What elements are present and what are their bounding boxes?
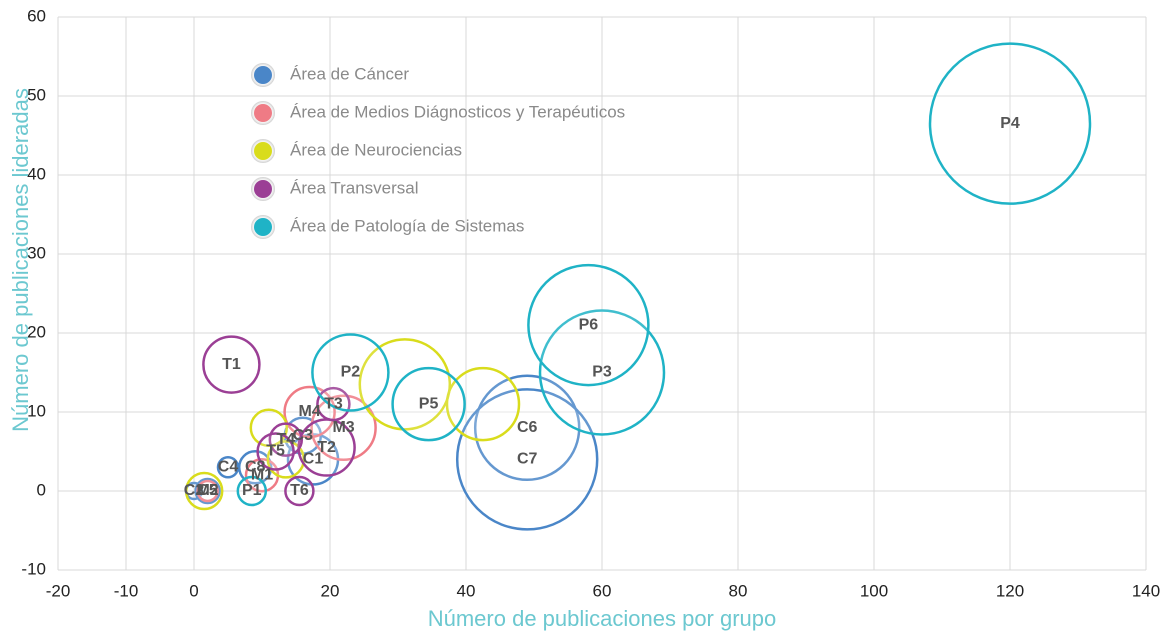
legend-label: Área Transversal <box>290 178 419 197</box>
bubble <box>284 475 315 507</box>
x-tick-label: -10 <box>114 581 139 600</box>
point-label: M3 <box>332 419 354 436</box>
point-label: T3 <box>324 395 343 412</box>
point-label: T2 <box>317 439 336 456</box>
bubble <box>311 333 390 412</box>
point-label: T6 <box>290 482 309 499</box>
point-label: P5 <box>419 395 439 412</box>
y-tick-label: 10 <box>27 401 46 420</box>
y-tick-label: 40 <box>27 164 46 183</box>
bubble <box>391 366 466 442</box>
point-label: C8 <box>245 459 266 476</box>
point-label: C7 <box>517 451 538 468</box>
bubble <box>445 366 521 442</box>
point-label: T4 <box>276 431 295 448</box>
point-label: P2 <box>341 364 361 381</box>
legend-label: Área de Cáncer <box>290 64 409 83</box>
point-label: C1 <box>303 451 324 468</box>
y-tick-label: 50 <box>27 85 46 104</box>
point-label: P1 <box>242 482 262 499</box>
point-label: M2 <box>196 482 218 499</box>
bubble <box>310 394 377 462</box>
point-label: C3 <box>293 427 314 444</box>
y-tick-label: 30 <box>27 243 46 262</box>
x-axis-title: Número de publicaciones por grupo <box>428 606 777 631</box>
x-tick-label: 20 <box>321 581 340 600</box>
bubble <box>527 263 650 387</box>
bubble <box>256 432 295 471</box>
bubble <box>358 338 452 431</box>
point-label: M1 <box>251 466 273 483</box>
point-label: T5 <box>266 443 285 460</box>
point-label: M4 <box>298 403 320 420</box>
point-label: C6 <box>517 419 538 436</box>
x-tick-label: 140 <box>1132 581 1160 600</box>
x-tick-label: -20 <box>46 581 71 600</box>
point-label: C5 <box>197 482 218 499</box>
x-tick-label: 80 <box>729 581 748 600</box>
bubble <box>196 479 219 503</box>
point-label: P6 <box>579 316 599 333</box>
legend-marker <box>254 180 272 198</box>
bubble <box>316 386 351 422</box>
point-label: P3 <box>592 364 612 381</box>
point-label: P4 <box>1000 115 1020 132</box>
legend-label: Área de Neurociencias <box>290 140 462 159</box>
y-tick-label: 0 <box>37 480 46 499</box>
point-label: C2 <box>184 482 205 499</box>
legend-marker <box>254 104 272 122</box>
bubble <box>236 475 268 507</box>
legend-label: Área de Medios Diágnosticos y Terapéutic… <box>290 102 625 121</box>
y-axis-title: Número de publicaciones lideradas <box>8 88 33 432</box>
point-label: T1 <box>222 356 241 373</box>
y-tick-label: -10 <box>21 559 46 578</box>
y-tick-label: 60 <box>27 6 46 25</box>
x-tick-label: 100 <box>860 581 888 600</box>
legend-marker <box>254 66 272 84</box>
legend-label: Área de Patología de Sistemas <box>290 216 524 235</box>
bubble <box>928 42 1092 205</box>
x-tick-label: 60 <box>593 581 612 600</box>
y-tick-label: 20 <box>27 322 46 341</box>
x-tick-label: 40 <box>457 581 476 600</box>
x-tick-label: 0 <box>189 581 198 600</box>
bubble <box>249 408 289 448</box>
legend-marker <box>254 218 272 236</box>
bubble <box>202 335 261 394</box>
bubble <box>538 309 666 436</box>
bubble <box>184 471 224 511</box>
x-tick-label: 120 <box>996 581 1024 600</box>
bubble <box>194 477 221 505</box>
bubble <box>455 388 599 531</box>
legend: Área de Cáncer Área de Medios Diágnostico… <box>251 63 625 239</box>
point-label: C4 <box>218 459 239 476</box>
legend-marker <box>254 142 272 160</box>
bubble <box>473 374 581 482</box>
